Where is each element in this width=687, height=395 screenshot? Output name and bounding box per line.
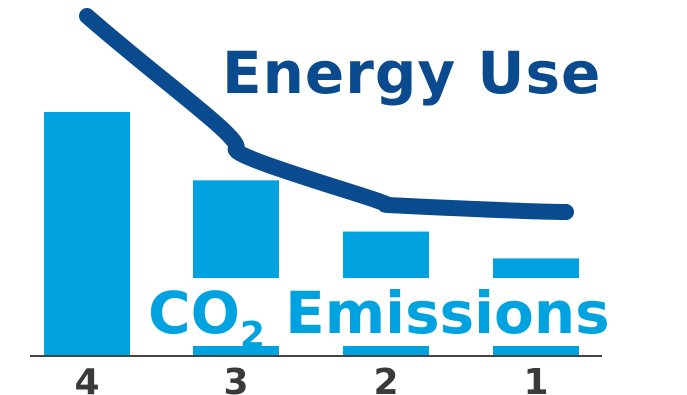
tick-label-3: 3 [223,362,248,395]
co2-emissions-label: CO2 Emissions [148,279,610,356]
bars-group [44,112,579,356]
co2-subscript: 2 [240,315,265,356]
tick-label-4: 4 [74,362,99,395]
co2-label-backing [142,278,662,346]
co2-main: CO [148,279,240,347]
x-tick-labels: 4 3 2 1 [74,362,548,395]
energy-use-line [79,8,574,220]
bar-4 [44,112,130,356]
co2-rest: Emissions [265,279,610,347]
energy-use-label: Energy Use [222,39,601,107]
tick-label-2: 2 [373,362,398,395]
tick-label-1: 1 [523,362,548,395]
